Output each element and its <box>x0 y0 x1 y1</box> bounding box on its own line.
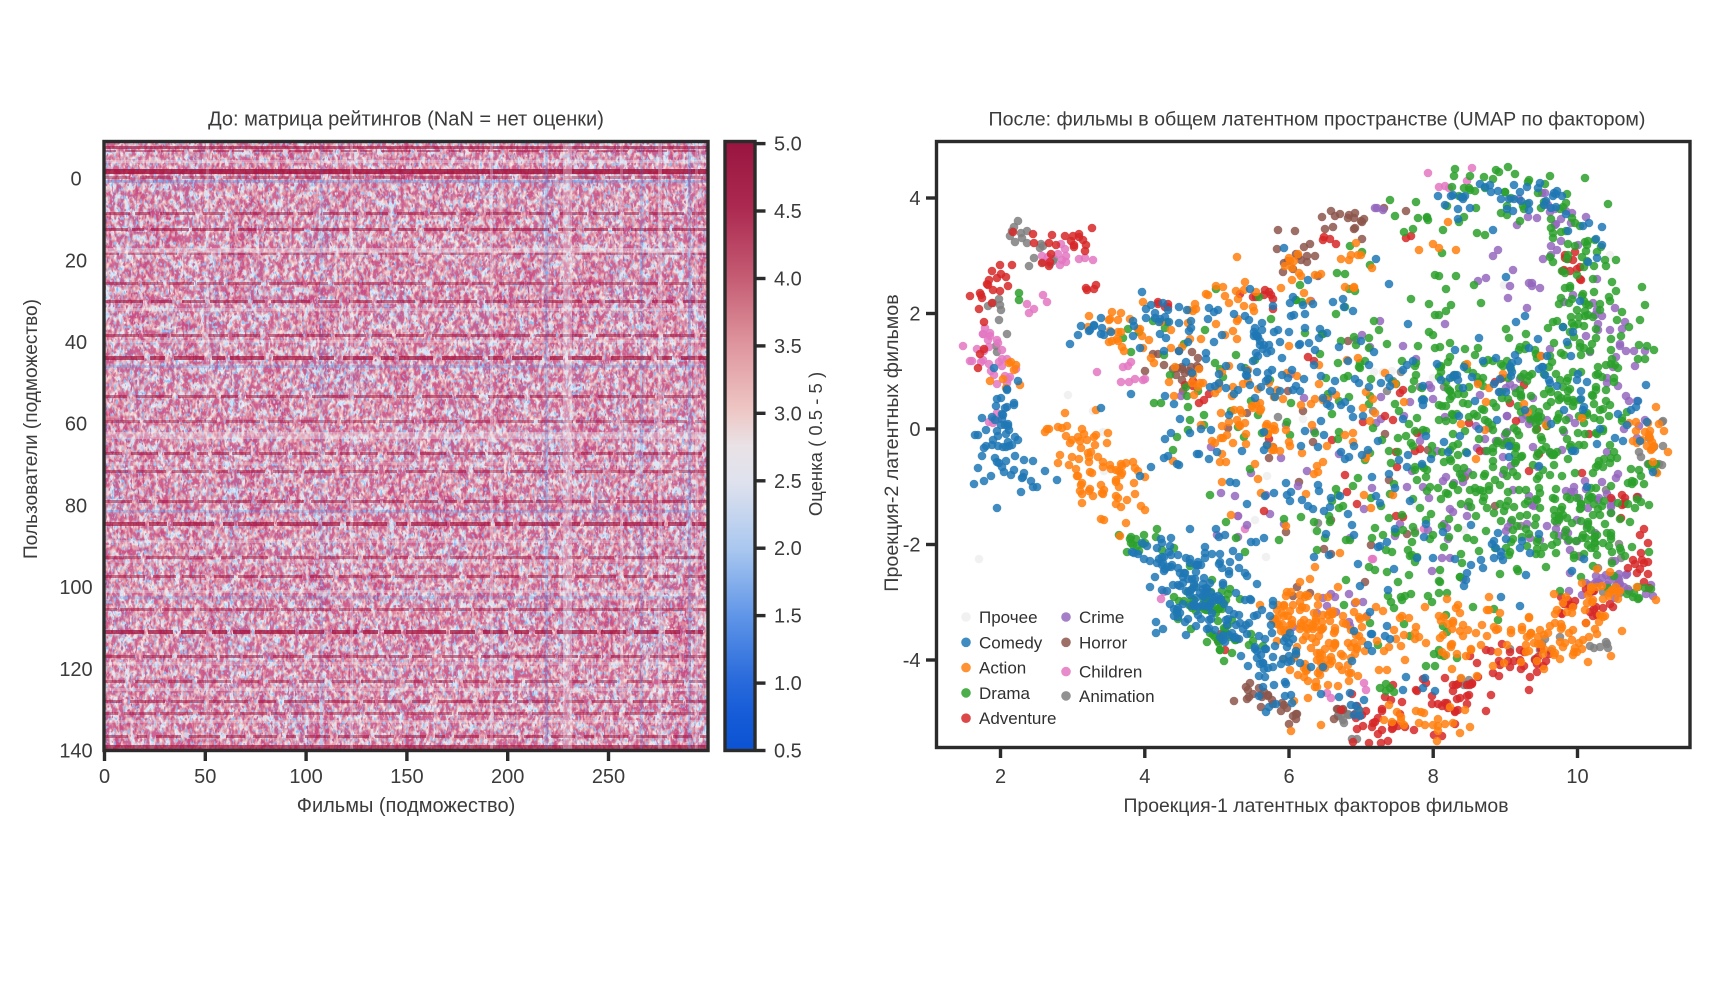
svg-text:Action: Action <box>979 659 1026 678</box>
svg-text:Animation: Animation <box>1079 687 1155 706</box>
svg-text:После: фильмы в общем латентно: После: фильмы в общем латентном простран… <box>989 109 1646 131</box>
svg-text:Adventure: Adventure <box>979 709 1057 728</box>
svg-text:0: 0 <box>99 766 110 788</box>
svg-text:200: 200 <box>491 766 524 788</box>
svg-text:100: 100 <box>59 577 92 599</box>
svg-text:4: 4 <box>1139 766 1150 788</box>
svg-text:2.5: 2.5 <box>774 471 802 493</box>
svg-text:1.0: 1.0 <box>774 673 802 695</box>
svg-text:Проекция-2 латентных фильмов: Проекция-2 латентных фильмов <box>881 294 903 591</box>
svg-text:250: 250 <box>592 766 625 788</box>
svg-text:4: 4 <box>909 188 920 210</box>
svg-text:4.0: 4.0 <box>774 269 802 291</box>
svg-text:120: 120 <box>59 659 92 681</box>
svg-text:Прочее: Прочее <box>979 608 1038 627</box>
svg-text:40: 40 <box>65 332 87 354</box>
svg-text:4.5: 4.5 <box>774 201 802 223</box>
svg-text:3.0: 3.0 <box>774 403 802 425</box>
svg-text:-4: -4 <box>903 650 921 672</box>
svg-text:До: матрица рейтингов (NaN = н: До: матрица рейтингов (NaN = нет оценки) <box>208 109 604 131</box>
svg-text:Оценка ( 0.5 - 5 ): Оценка ( 0.5 - 5 ) <box>805 372 826 516</box>
svg-text:Comedy: Comedy <box>979 633 1043 652</box>
svg-text:Проекция-1 латентных факторов: Проекция-1 латентных факторов фильмов <box>1123 795 1508 817</box>
svg-text:0: 0 <box>909 419 920 441</box>
svg-text:150: 150 <box>390 766 423 788</box>
svg-text:5.0: 5.0 <box>774 134 802 156</box>
svg-text:20: 20 <box>65 250 87 272</box>
svg-text:10: 10 <box>1566 766 1588 788</box>
svg-text:60: 60 <box>65 414 87 436</box>
svg-text:2: 2 <box>909 304 920 326</box>
svg-text:1.5: 1.5 <box>774 606 802 628</box>
svg-text:0.5: 0.5 <box>774 741 802 763</box>
svg-text:80: 80 <box>65 495 87 517</box>
svg-text:100: 100 <box>289 766 322 788</box>
svg-text:Children: Children <box>1079 663 1142 682</box>
svg-text:Фильмы (подможество): Фильмы (подможество) <box>297 795 516 817</box>
svg-text:Пользователи (подможество): Пользователи (подможество) <box>21 299 42 559</box>
svg-text:0: 0 <box>70 169 81 191</box>
svg-text:3.5: 3.5 <box>774 336 802 358</box>
svg-text:Horror: Horror <box>1079 633 1128 652</box>
svg-text:6: 6 <box>1283 766 1294 788</box>
svg-text:50: 50 <box>194 766 216 788</box>
svg-text:Drama: Drama <box>979 684 1031 703</box>
svg-text:-2: -2 <box>903 535 921 557</box>
svg-text:2.0: 2.0 <box>774 538 802 560</box>
svg-text:2: 2 <box>995 766 1006 788</box>
svg-text:Crime: Crime <box>1079 608 1124 627</box>
svg-text:8: 8 <box>1428 766 1439 788</box>
svg-text:140: 140 <box>59 741 92 763</box>
